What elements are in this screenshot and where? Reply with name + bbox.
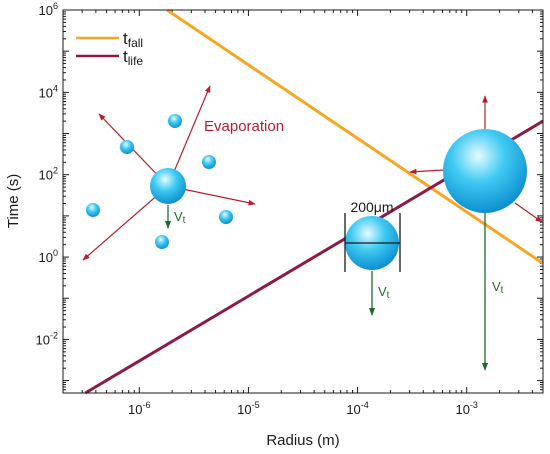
tiny-droplet [155, 235, 169, 249]
x-tick-label: 10-6 [128, 400, 150, 417]
y-tick-label: 106 [39, 1, 58, 18]
evap-arrow-4 [82, 185, 169, 261]
velocity-label-large: Vt [492, 279, 504, 296]
velocity-label-small: Vt [174, 209, 186, 226]
y-tick-label: 100 [39, 248, 58, 265]
axis-ticks: 10-6 10-5 10-4 10-3 10-2 100 102 104 106 [36, 1, 544, 417]
size-label: 200μm [350, 199, 393, 215]
legend-label-life: tlife [123, 47, 143, 68]
tiny-droplet [120, 140, 134, 154]
large-droplet-illustration: Vt [409, 95, 543, 371]
legend: tfall tlife [76, 29, 143, 68]
x-tick-label: 10-5 [237, 400, 259, 417]
y-tick-label: 10-2 [36, 330, 58, 347]
plot-frame-overlay [62, 9, 544, 394]
x-tick-label: 10-3 [455, 400, 477, 417]
evaporation-label: Evaporation [204, 118, 284, 135]
medium-droplet-illustration: 200μm Vt [344, 199, 401, 316]
y-tick-label: 102 [39, 166, 58, 183]
small-droplet [150, 168, 186, 204]
legend-label-fall: tfall [123, 29, 143, 50]
evap-arrow-large-right [514, 202, 543, 223]
series-line-fall [166, 8, 544, 265]
y-tick-label: 104 [39, 83, 58, 100]
velocity-label-medium: Vt [378, 284, 390, 301]
tiny-droplet [86, 203, 100, 217]
y-axis-label: Time (s) [5, 174, 22, 228]
evaporation-illustration: Vt Evaporation [82, 85, 284, 261]
tiny-droplet [168, 114, 182, 128]
tiny-droplet [219, 210, 233, 224]
x-tick-label: 10-4 [346, 400, 368, 417]
evap-arrow-2 [167, 85, 211, 187]
x-axis-label: Radius (m) [266, 432, 339, 449]
tiny-droplet [202, 155, 216, 169]
large-droplet [443, 129, 527, 213]
evap-arrow-large-left [409, 168, 444, 175]
